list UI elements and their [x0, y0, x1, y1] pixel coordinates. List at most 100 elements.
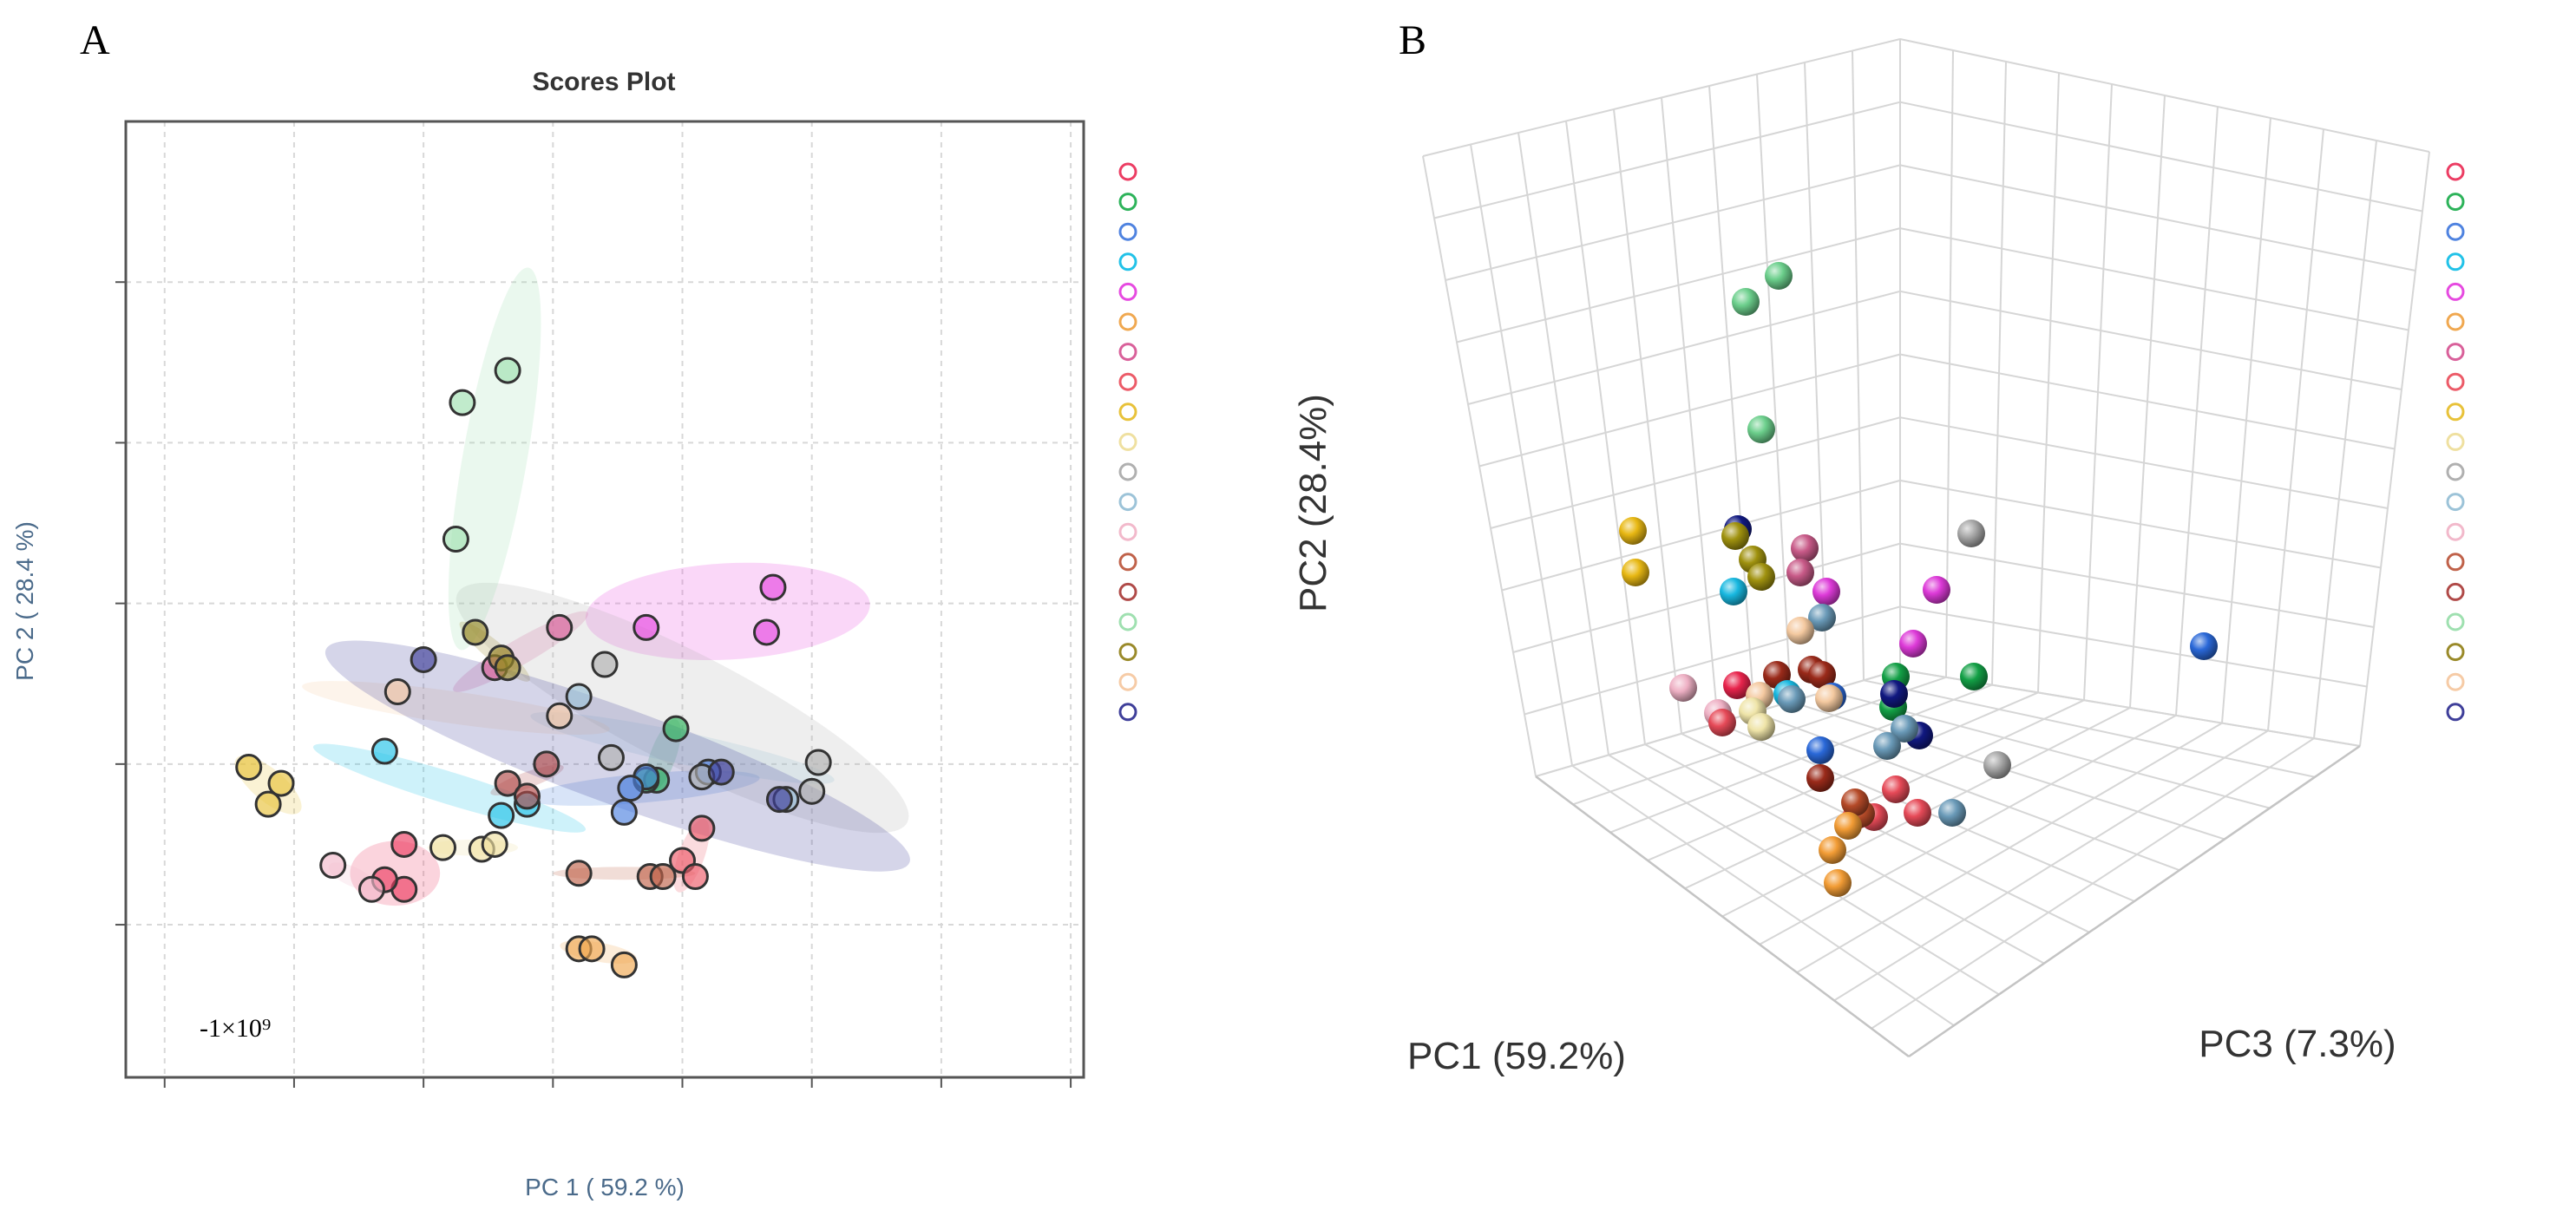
- score-point-ndl-6: [462, 618, 489, 646]
- floor-grid-b: [1796, 722, 2223, 973]
- legend-marker: [2446, 703, 2465, 722]
- chart-a-points: [235, 357, 832, 978]
- sphere-ndl-4: [1806, 764, 1834, 792]
- sphere-ndl-10: [1806, 736, 1834, 764]
- floor-grid-b: [1759, 714, 2177, 945]
- chart-b-x-axis-label: PC1 (59.2%): [1407, 1035, 1626, 1077]
- score-point-ndl-2: [565, 683, 593, 710]
- score-point-ndl-11: [370, 737, 398, 765]
- legend-marker: [1118, 672, 1137, 691]
- sphere-ndl-5: [1747, 415, 1775, 443]
- sphere-ndl-6: [1747, 563, 1775, 591]
- score-point-ndl-4: [513, 782, 541, 810]
- score-point-ndl-14: [546, 613, 574, 641]
- floor-grid-a: [1681, 732, 2090, 933]
- score-point-ndl-15: [681, 862, 709, 890]
- score-point-ndl-8: [707, 758, 735, 786]
- sphere-ndl-1: [1723, 671, 1751, 699]
- floor-grid-b: [1833, 729, 2269, 1002]
- left-wall-grid-h: [1512, 542, 1901, 653]
- legend-marker: [2446, 372, 2465, 391]
- legend-marker: [2446, 612, 2465, 631]
- legend-marker: [1118, 553, 1137, 572]
- sphere-ndl-10: [2190, 632, 2218, 660]
- legend-marker: [1118, 493, 1137, 512]
- legend-marker: [2446, 553, 2465, 572]
- legend-marker: [1118, 193, 1137, 212]
- sphere-ndl-12: [1899, 630, 1927, 658]
- legend-marker: [2446, 462, 2465, 481]
- sphere-ndl-17: [1747, 713, 1775, 741]
- chart-b-spheres: [1619, 262, 2218, 897]
- left-wall-grid-h: [1422, 38, 1901, 157]
- chart-a-legend: [1118, 162, 1137, 722]
- sphere-ndl-16: [1622, 559, 1649, 586]
- chart-b-z-axis-label: PC3 (7.3%): [2199, 1023, 2396, 1065]
- legend-marker: [1118, 432, 1137, 451]
- legend-marker: [1118, 703, 1137, 722]
- sphere-ndl-9: [1960, 663, 1988, 690]
- panel-a: A Scores Plot -1×10⁹ PC 1 ( 59.2 %) PC 2…: [11, 17, 1137, 1201]
- score-point-ndl-18: [798, 777, 826, 805]
- sphere-ndl-15: [1708, 709, 1736, 736]
- score-point-ndl-5: [494, 357, 521, 384]
- chart-b-3d-box: [1422, 38, 2430, 1058]
- legend-marker: [2446, 402, 2465, 422]
- chart-b-y-axis-label: PC2 (28.4%): [1292, 394, 1334, 612]
- sphere-ndl-4: [1808, 661, 1836, 689]
- score-point-ndl-13: [578, 935, 606, 963]
- chart-a-grid: [126, 121, 1084, 1077]
- legend-marker: [2446, 643, 2465, 662]
- right-wall-grid-h: [1899, 38, 2430, 153]
- legend-marker: [1118, 582, 1137, 601]
- sphere-ndl-2: [1873, 732, 1901, 760]
- score-point-ndl-5: [449, 389, 476, 416]
- chart-a-annotation: -1×10⁹: [200, 1014, 271, 1043]
- score-point-ndl-16: [267, 769, 295, 797]
- floor-grid-a: [1608, 754, 2000, 996]
- chart-a-y-ticks: [115, 281, 126, 926]
- sphere-ndl-14: [1791, 534, 1819, 562]
- sphere-ndl-2: [1891, 715, 1918, 743]
- score-point-ndl-15: [688, 815, 716, 842]
- score-point-ndl-7: [383, 677, 411, 705]
- right-wall-grid-h: [1899, 542, 2375, 628]
- score-point-ndl-13: [610, 951, 638, 978]
- legend-marker: [2446, 193, 2465, 212]
- sphere-ndl-19: [1669, 674, 1697, 702]
- sphere-ndl-5: [1732, 288, 1760, 316]
- score-point-ndl-4: [494, 769, 521, 797]
- score-point-ndl-18: [591, 651, 619, 678]
- legend-marker: [2446, 582, 2465, 601]
- floor-edge-left: [1535, 775, 1910, 1057]
- confidence-ellipse-ndl-7: [302, 681, 610, 735]
- legend-marker: [1118, 162, 1137, 181]
- score-point-ndl-1: [390, 830, 418, 858]
- sphere-ndl-15: [1904, 799, 1931, 827]
- sphere-ndl-12: [1923, 576, 1950, 604]
- score-point-ndl-12: [752, 618, 780, 646]
- chart-a-x-axis-label: PC 1 ( 59.2 %): [525, 1174, 685, 1201]
- sphere-ndl-6: [1721, 522, 1749, 550]
- left-wall-grid-h: [1467, 290, 1901, 405]
- right-wall-grid-h: [1899, 101, 2423, 213]
- left-wall-grid-h: [1445, 164, 1901, 281]
- sphere-ndl-7: [1786, 617, 1814, 644]
- legend-marker: [2446, 222, 2465, 241]
- legend-marker: [2446, 493, 2465, 512]
- score-point-ndl-16: [235, 754, 263, 782]
- left-wall-grid-h: [1490, 416, 1901, 529]
- score-point-ndl-3: [565, 860, 593, 887]
- right-wall-grid-h: [1899, 353, 2396, 450]
- chart-a-title: Scores Plot: [532, 68, 675, 96]
- score-point-ndl-18: [597, 743, 625, 771]
- score-point-ndl-12: [759, 573, 787, 601]
- legend-marker: [1118, 312, 1137, 331]
- sphere-ndl-2: [1778, 685, 1806, 713]
- right-wall-grid-h: [1899, 605, 2368, 688]
- sphere-ndl-18: [1957, 520, 1985, 547]
- chart-a-plot-frame: [124, 120, 1085, 1079]
- confidence-ellipse-ndl-18: [456, 582, 909, 834]
- sphere-ndl-13: [1824, 869, 1852, 897]
